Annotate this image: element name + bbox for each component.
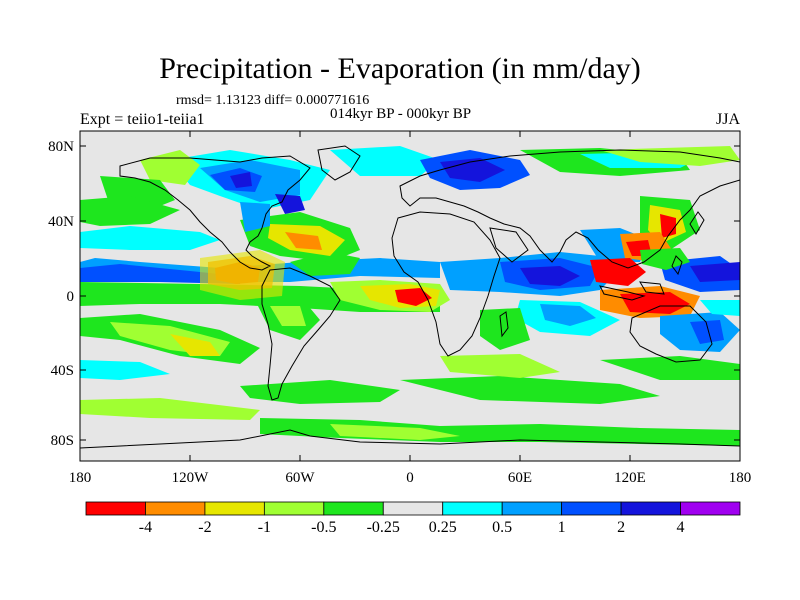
colorbar-swatch (263, 501, 325, 516)
indonesia-outline (639, 281, 665, 295)
colorbar-label: 2 (617, 519, 626, 536)
contour-region (480, 308, 530, 350)
colorbar-swatch (85, 501, 146, 516)
lon-tick-label: 60E (508, 470, 532, 486)
lon-tick-label: 180 (729, 470, 752, 486)
contour-region (260, 418, 740, 446)
indonesia-outline (599, 285, 646, 301)
colorbar-swatch (680, 501, 741, 516)
contour-region (690, 320, 724, 344)
colorbar-swatch (204, 501, 265, 516)
contour-region (520, 266, 580, 286)
colorbar-swatch (145, 501, 206, 516)
philippines-outline (671, 255, 683, 276)
contour-region (330, 424, 460, 440)
contour-region (330, 146, 440, 176)
contour-region (660, 214, 676, 238)
contour-region (240, 380, 400, 404)
contour-region (80, 196, 180, 226)
madagascar-outline (499, 311, 509, 338)
north-america-outline (119, 155, 311, 271)
contour-region (80, 226, 220, 250)
africa-outline (391, 211, 501, 357)
lon-tick-label: 120W (172, 470, 210, 486)
lat-tick-label: 80N (48, 139, 74, 155)
colorbar-swatch (501, 501, 563, 516)
japan-outline (689, 211, 705, 235)
contour-region (590, 258, 646, 286)
colorbar-label: -2 (198, 519, 212, 536)
contour-region (80, 360, 170, 380)
lat-tick-label: 40S (51, 363, 74, 379)
season-label: JJA (715, 111, 740, 128)
contour-region (140, 150, 200, 185)
coastlines (80, 145, 740, 449)
contour-region (200, 250, 285, 300)
contour-region (620, 292, 690, 314)
contour-region (440, 158, 505, 182)
colorbar-label: 4 (676, 519, 685, 536)
colorbar-label: -0.25 (366, 519, 400, 536)
lon-tick-label: 0 (406, 470, 414, 486)
colorbar-swatch (382, 501, 444, 516)
eurasia-outline (399, 149, 740, 269)
contour-region (270, 306, 306, 326)
lon-tick-label: 180 (69, 470, 92, 486)
colorbar-label: 0.5 (492, 519, 513, 536)
contour-region (600, 356, 740, 380)
contour-fill-layer (80, 146, 740, 446)
lon-tick-label: 60W (285, 470, 315, 486)
antarctica-outline (80, 429, 740, 449)
colorbar-label: 0.25 (428, 519, 457, 536)
contour-region (540, 304, 596, 326)
contour-region (440, 354, 560, 378)
lon-tick-label: 120E (614, 470, 646, 486)
experiment-label: Expt = teiio1-teiia1 (80, 111, 205, 128)
colorbar (85, 501, 741, 516)
colorbar-swatch (561, 501, 622, 516)
greenland-outline (317, 145, 361, 181)
contour-region (395, 288, 432, 306)
time-period-label: 014kyr BP - 000kyr BP (330, 106, 472, 122)
arabia-outline (489, 227, 529, 263)
colorbar-label: -1 (257, 519, 272, 536)
longitude-axis: 180 120W 60W 0 60E 120E 180 (69, 131, 752, 486)
contour-region (80, 398, 260, 420)
contour-region (275, 194, 305, 214)
lat-tick-label: 80S (51, 433, 74, 449)
contour-region (285, 232, 322, 250)
rmsd-diff-stats: rmsd= 1.13123 diff= 0.000771616 (176, 93, 370, 108)
colorbar-swatch (620, 501, 681, 516)
plot-title: Precipitation - Evaporation (in mm/day) (159, 52, 641, 85)
south-america-outline (261, 267, 341, 401)
colorbar-swatch (323, 501, 384, 516)
colorbar-label: 1 (557, 519, 566, 536)
contour-region (400, 376, 660, 404)
contour-region (230, 172, 252, 188)
latitude-axis: 80N 40N 0 40S 80S (48, 139, 740, 449)
contour-region (690, 262, 740, 282)
colorbar-swatch (442, 501, 503, 516)
lat-tick-label: 0 (67, 289, 75, 305)
contour-region (170, 334, 220, 356)
colorbar-label: -4 (138, 519, 153, 536)
lat-tick-label: 40N (48, 214, 74, 230)
contour-region (640, 248, 690, 270)
colorbar-label: -0.5 (311, 519, 337, 536)
contour-region (700, 300, 740, 316)
australia-outline (629, 305, 713, 363)
